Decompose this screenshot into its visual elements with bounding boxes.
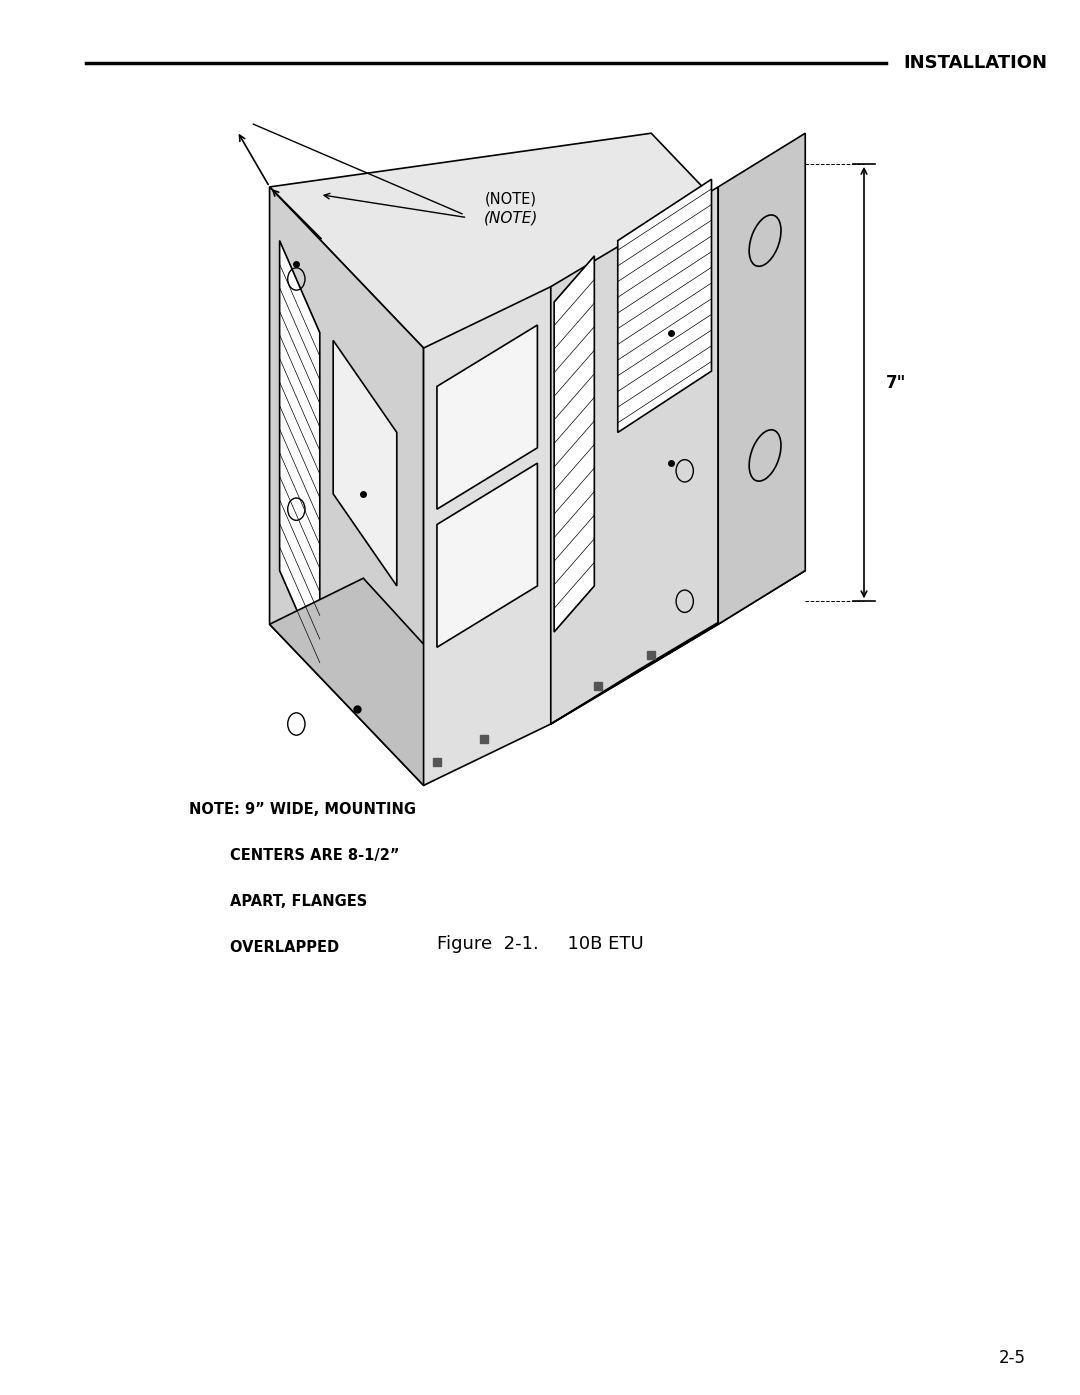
Text: (NOTE): (NOTE) xyxy=(485,191,537,206)
Text: APART, FLANGES: APART, FLANGES xyxy=(189,894,367,910)
Polygon shape xyxy=(270,187,423,785)
Text: Figure  2-1.     10B ETU: Figure 2-1. 10B ETU xyxy=(436,935,644,953)
Text: OVERLAPPED: OVERLAPPED xyxy=(189,940,339,956)
Polygon shape xyxy=(554,257,594,632)
Text: 2-5: 2-5 xyxy=(999,1349,1026,1367)
Text: INSTALLATION: INSTALLATION xyxy=(904,54,1048,71)
Text: (NOTE): (NOTE) xyxy=(484,211,538,225)
Polygon shape xyxy=(437,463,538,647)
Text: CENTERS ARE 8-1/2”: CENTERS ARE 8-1/2” xyxy=(189,848,400,864)
Polygon shape xyxy=(270,578,511,785)
Polygon shape xyxy=(270,134,806,349)
Polygon shape xyxy=(437,325,538,509)
Text: 7": 7" xyxy=(886,374,906,392)
Polygon shape xyxy=(423,287,551,785)
Polygon shape xyxy=(280,240,320,663)
Text: NOTE: 9” WIDE, MOUNTING: NOTE: 9” WIDE, MOUNTING xyxy=(189,802,416,817)
Polygon shape xyxy=(333,340,396,586)
Polygon shape xyxy=(551,571,806,724)
Polygon shape xyxy=(718,134,806,625)
Polygon shape xyxy=(618,179,712,432)
Polygon shape xyxy=(551,187,718,724)
